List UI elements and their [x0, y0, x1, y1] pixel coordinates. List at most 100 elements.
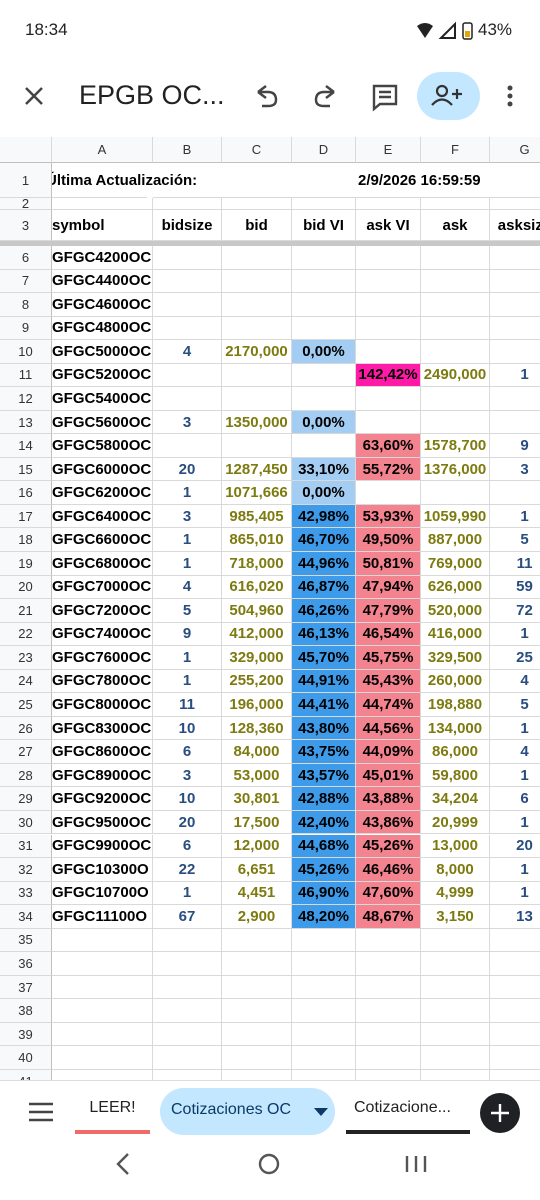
cell: [292, 434, 356, 458]
row-number: 38: [0, 999, 52, 1023]
cell: [292, 293, 356, 317]
cell: [421, 246, 490, 270]
cell: [292, 1069, 356, 1080]
cell: 134,000: [421, 716, 490, 741]
cell: [292, 1022, 356, 1047]
cell: 1: [490, 364, 540, 388]
cell: [153, 1022, 222, 1047]
cell: [490, 976, 540, 1000]
cell: [421, 410, 490, 435]
cell: GFGC6000OC: [52, 457, 153, 482]
cell: 11: [153, 693, 222, 717]
cell: [356, 975, 421, 1000]
cell: asksize: [490, 210, 540, 241]
cell: 47,94%: [356, 575, 421, 600]
cell: [292, 928, 356, 953]
cell: 2490,000: [421, 363, 490, 388]
row-number: 29: [0, 787, 52, 811]
row-number: 41: [0, 1069, 52, 1080]
menu-icon[interactable]: [28, 1101, 54, 1123]
cell: [490, 317, 540, 341]
cell: [421, 1069, 490, 1080]
cell: 1: [490, 717, 540, 741]
cell: 53,000: [222, 763, 292, 788]
cell: [490, 246, 540, 270]
cell: [222, 999, 292, 1023]
cell: [222, 316, 292, 341]
cell: 1059,990: [421, 504, 490, 529]
cell: bid VI: [292, 210, 356, 241]
cell: [490, 163, 540, 198]
cell: 42,88%: [292, 787, 356, 811]
cell: 4: [153, 575, 222, 600]
sheet-grid: A B C D E F G 1 Última Actualización: 2/9/2026 16…: [0, 137, 540, 1080]
cell: GFGC7200OC: [52, 599, 153, 623]
cell: 3: [153, 410, 222, 435]
cell: GFGC5800OC: [52, 434, 153, 458]
cell: 865,010: [222, 528, 292, 552]
cell: [292, 1046, 356, 1070]
column-header: B: [153, 137, 222, 163]
cell: [153, 999, 222, 1023]
cell: [356, 316, 421, 341]
row-number: 7: [0, 269, 52, 294]
nav-bar: [116, 1153, 427, 1175]
cell: 4,999: [421, 881, 490, 906]
cell: 22: [153, 858, 222, 882]
cell: 0,00%: [292, 410, 356, 435]
cell: 3: [153, 504, 222, 529]
cell: [153, 387, 222, 411]
cell: [222, 387, 292, 411]
cell: [292, 363, 356, 388]
cell: 44,56%: [356, 716, 421, 741]
cell: [52, 999, 153, 1023]
cell: 985,405: [222, 504, 292, 529]
cell: GFGC8000OC: [52, 693, 153, 717]
cell: 20: [153, 457, 222, 482]
cell: ask: [421, 210, 490, 241]
cell: [292, 198, 356, 210]
sheet-tab[interactable]: Cotizacione...: [354, 1099, 451, 1116]
cell: 412,000: [222, 622, 292, 647]
sheet-tab[interactable]: Cotizaciones OC: [171, 1101, 292, 1118]
cell: 45,01%: [356, 763, 421, 788]
cell: [222, 198, 292, 210]
cell: [52, 1046, 153, 1070]
cell: 142,42%: [356, 363, 421, 388]
row-number: 20: [0, 575, 52, 600]
cell: GFGC7400OC: [52, 622, 153, 647]
cell: 4: [490, 740, 540, 764]
cell: 504,960: [222, 599, 292, 623]
cell: [490, 1023, 540, 1047]
cell: [292, 387, 356, 411]
cell: bid: [222, 210, 292, 241]
cell: ask VI: [356, 210, 421, 241]
add-sheet[interactable]: [480, 1093, 522, 1133]
cell: [490, 293, 540, 317]
status-icons: [417, 21, 473, 40]
cell: [292, 269, 356, 294]
corner: [0, 137, 52, 163]
cell: 8,000: [421, 858, 490, 882]
cell: [356, 952, 421, 976]
row-number: 22: [0, 622, 52, 647]
cell: [222, 1022, 292, 1047]
row-number: 31: [0, 834, 52, 859]
cell: [421, 481, 490, 505]
cell: GFGC10300O: [52, 858, 153, 882]
cell: 47,60%: [356, 881, 421, 906]
cell: GFGC4800OC: [52, 316, 153, 341]
cell: 17,500: [222, 810, 292, 835]
cell: 72: [490, 599, 540, 623]
sheet-tab[interactable]: LEER!: [89, 1099, 136, 1116]
cell: [490, 1046, 540, 1070]
cell: 5: [490, 528, 540, 552]
share-button[interactable]: [417, 72, 480, 120]
cell: 1071,666: [222, 481, 292, 505]
row-number: 34: [0, 905, 52, 929]
cell: 42,98%: [292, 504, 356, 529]
tab-dropdown[interactable]: [314, 1108, 328, 1116]
cell: GFGC4600OC: [52, 293, 153, 317]
cell: 0,00%: [292, 340, 356, 364]
cell: 6: [153, 740, 222, 764]
